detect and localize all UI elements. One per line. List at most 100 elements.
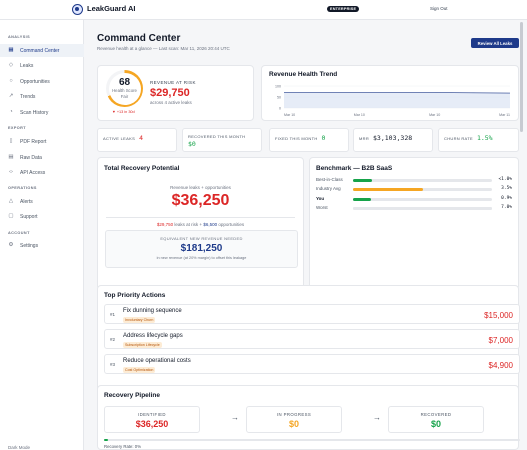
sidebar-section-account: ACCOUNT: [8, 231, 30, 235]
page-subtitle: Revenue health at a glance — Last scan: …: [97, 46, 230, 51]
clock-icon: ◔: [9, 108, 13, 115]
benchmark-row-industry-avg: Industry Avg 3.5%: [316, 186, 512, 194]
sign-out-link[interactable]: Sign Out: [430, 6, 448, 11]
action-item[interactable]: #1 Fix dunning sequence Involuntary Chur…: [104, 304, 520, 324]
droplet-icon: ◇: [8, 61, 14, 68]
recovery-breakdown: $29,750 leaks at risk + $6,500 opportuni…: [98, 222, 303, 227]
plan-badge: ENTERPRISE: [327, 6, 360, 12]
metric-value: $0: [188, 140, 196, 148]
revenue-at-risk-label: REVENUE AT RISK: [150, 80, 196, 85]
equivalent-revenue-title: EQUIVALENT NEW REVENUE NEEDED: [160, 236, 243, 241]
sidebar-item-label: Trends: [20, 93, 36, 100]
benchmark-title: Benchmark — B2B SaaS: [316, 165, 393, 172]
trend-title: Revenue Health Trend: [269, 71, 338, 78]
pipeline-stage-value: $0: [288, 419, 299, 429]
recovery-caption: Revenue leaks + opportunities: [170, 185, 231, 190]
sidebar-item-api-access[interactable]: ‹› API Access: [0, 166, 84, 179]
sidebar-item-leaks[interactable]: ◇ Leaks: [0, 59, 84, 72]
benchmark-card: Benchmark — B2B SaaS Best-in-Class <1.0%…: [309, 157, 519, 290]
dark-mode-toggle[interactable]: Dark Mode: [8, 445, 31, 450]
divider: [106, 217, 295, 218]
breakdown-separator: +: [199, 222, 203, 227]
review-all-leaks-button[interactable]: Review All Leaks: [471, 38, 519, 48]
benchmark-row-best: Best-in-Class <1.0%: [316, 177, 512, 185]
action-rank: #1: [110, 312, 116, 317]
benchmark-bar: [353, 198, 372, 201]
sidebar-item-label: Alerts: [20, 198, 33, 205]
action-title: Address lifecycle gaps: [123, 333, 183, 339]
sidebar-section-operations: OPERATIONS: [8, 186, 37, 190]
sidebar-item-label: Settings: [20, 242, 39, 249]
action-tag: Subscription Lifecycle: [123, 342, 162, 348]
metric-label: FIXED THIS MONTH: [275, 136, 318, 141]
sidebar-item-pdf-report[interactable]: ▯ PDF Report: [0, 135, 84, 148]
metric-value: 4: [139, 134, 143, 142]
metric-churn-rate: CHURN RATE 1.5%: [438, 128, 519, 152]
health-score-gauge: 68 Health Score Fair: [106, 70, 143, 107]
action-tag: Involuntary Churn: [123, 317, 156, 323]
sidebar-item-support[interactable]: ▢ Support: [0, 210, 84, 223]
main-content: Command Center Revenue health at a glanc…: [84, 20, 527, 450]
metric-active-leaks: ACTIVE LEAKS 4: [97, 128, 177, 152]
top-bar: LeakGuard AI ENTERPRISE Sign Out: [0, 0, 527, 20]
health-score-value: 68: [118, 76, 131, 88]
metric-label: RECOVERED THIS MONTH: [188, 134, 246, 139]
metric-fixed-this-month: FIXED THIS MONTH 0: [269, 128, 349, 152]
pipeline-title: Recovery Pipeline: [104, 392, 160, 399]
code-icon: ‹›: [9, 168, 13, 175]
benchmark-value: <1.0%: [498, 177, 512, 182]
action-rank: #3: [110, 362, 116, 367]
y-tick-label: 50: [277, 95, 281, 99]
sidebar-item-settings[interactable]: ⚙ Settings: [0, 239, 84, 252]
benchmark-value: 3.5%: [501, 186, 512, 191]
health-score-grade: Fair: [120, 93, 129, 99]
chat-icon: ▢: [8, 212, 14, 219]
sidebar-item-raw-data[interactable]: ▤ Raw Data: [0, 151, 84, 164]
sidebar-item-alerts[interactable]: △ Alerts: [0, 195, 84, 208]
y-tick-label: 100: [275, 84, 281, 88]
pipeline-stage-in-progress: IN PROGRESS $0: [246, 406, 342, 433]
pipeline-stage-value: $0: [430, 419, 441, 429]
sidebar-item-command-center[interactable]: ▦ Command Center: [0, 44, 84, 57]
trend-icon: ↗: [8, 92, 14, 99]
action-item[interactable]: #2 Address lifecycle gaps Subscription L…: [104, 329, 520, 349]
y-tick-label: 0: [279, 106, 281, 110]
action-value: $4,900: [488, 361, 513, 370]
x-tick-label: Mar 10: [429, 113, 440, 117]
health-score-card: 68 Health Score Fair ▼ +13 in 30d REVENU…: [97, 65, 254, 121]
pipeline-stage-recovered: RECOVERED $0: [388, 406, 484, 433]
benchmark-name: Worst: [316, 205, 328, 210]
action-title: Fix dunning sequence: [123, 308, 182, 314]
actions-title: Top Priority Actions: [104, 292, 166, 299]
leaks-at-risk-value: $29,750: [156, 222, 174, 227]
sidebar-item-opportunities[interactable]: ○ Opportunities: [0, 75, 84, 88]
metric-value: 0: [321, 134, 326, 142]
sidebar-item-scan-history[interactable]: ◔ Scan History: [0, 106, 84, 119]
metric-value: 1.5%: [476, 134, 493, 142]
recovery-rate-track: [104, 439, 520, 441]
sidebar-item-trends[interactable]: ↗ Trends: [0, 90, 84, 103]
logo-icon: [72, 4, 83, 15]
benchmark-track: [353, 198, 492, 201]
action-value: $15,000: [484, 311, 513, 320]
x-tick-label: Mar 10: [284, 113, 295, 117]
document-icon: ▯: [9, 137, 13, 144]
scrollbar[interactable]: [520, 22, 523, 132]
equivalent-revenue-box: EQUIVALENT NEW REVENUE NEEDED $181,250 i…: [105, 230, 298, 268]
health-score-label: Health Score: [112, 87, 137, 93]
series-area: [284, 92, 510, 108]
opportunities-text: opportunities: [218, 222, 245, 227]
benchmark-track: [353, 179, 492, 182]
x-tick-label: Mar 10: [354, 113, 365, 117]
sidebar-item-label: Scan History: [20, 109, 49, 116]
metric-label: CHURN RATE: [444, 136, 473, 141]
metric-value: $3,103,328: [373, 134, 413, 142]
action-item[interactable]: #3 Reduce operational costs Cost Optimiz…: [104, 354, 520, 374]
grid-icon: ▦: [8, 46, 14, 53]
equivalent-revenue-note: in new revenue (at 20% margin) to offset…: [156, 256, 247, 260]
table-icon: ▤: [8, 153, 14, 160]
revenue-at-risk-note: across 4 active leaks: [150, 100, 192, 105]
gear-icon: ⚙: [8, 241, 14, 248]
sidebar-section-analysis: ANALYSIS: [8, 35, 31, 39]
recovery-title: Total Recovery Potential: [104, 165, 180, 172]
